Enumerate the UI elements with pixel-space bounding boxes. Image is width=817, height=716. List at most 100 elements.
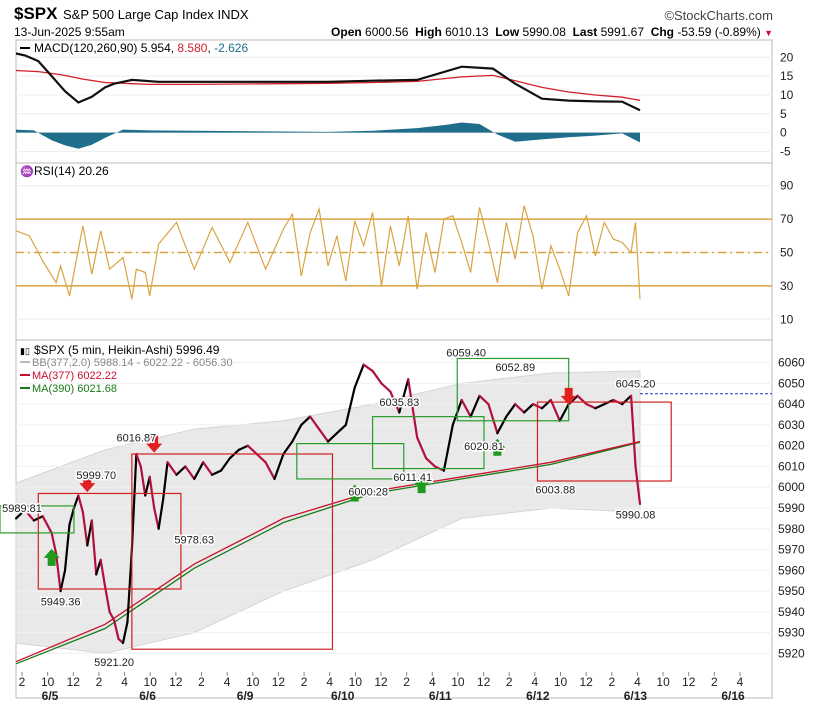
price-segment xyxy=(478,394,490,406)
rsi-legend-icon: ♒ xyxy=(20,165,34,178)
price-segment xyxy=(309,415,321,431)
rsi-y-tick: 50 xyxy=(780,246,794,260)
price-segment xyxy=(68,506,76,526)
price-segment xyxy=(157,498,165,530)
x-tick-label: 2 xyxy=(608,675,615,689)
price-segment xyxy=(144,475,151,497)
price-segment xyxy=(389,390,401,414)
price-segment xyxy=(353,363,365,389)
rsi-title: RSI(14) 20.26 xyxy=(34,164,109,178)
price-segment xyxy=(576,394,588,406)
price-segment xyxy=(585,403,597,410)
price-segment xyxy=(362,363,374,373)
macd-histogram xyxy=(16,122,640,149)
macd-signal-line xyxy=(15,69,641,101)
high-label: High xyxy=(415,25,442,39)
price-segment xyxy=(95,558,102,576)
x-tick-label: 12 xyxy=(682,675,696,689)
x-tick-label: 4 xyxy=(224,675,231,689)
low-label: Low xyxy=(495,25,520,39)
price-segment xyxy=(81,511,89,547)
price-segment xyxy=(273,452,285,481)
price-segment xyxy=(72,494,80,510)
x-tick-label: 10 xyxy=(349,675,363,689)
price-y-tick: 6040 xyxy=(778,397,805,411)
price-annotation: 6003.88 xyxy=(535,484,575,496)
price-title: $SPX (5 min, Heikin-Ashi) 5996.49 xyxy=(34,343,220,357)
price-segment xyxy=(175,465,187,476)
price-segment xyxy=(104,585,111,613)
price-segment xyxy=(246,444,258,456)
description-text: S&P 500 Large Cap Index xyxy=(63,7,214,22)
x-tick-label: 10 xyxy=(41,675,55,689)
price-annotation: 5999.70 xyxy=(76,470,116,482)
x-tick-label: 2 xyxy=(506,675,513,689)
x-tick-label: 2 xyxy=(403,675,410,689)
price-y-tick: 5930 xyxy=(778,626,805,640)
last-label: Last xyxy=(572,25,598,39)
brand-logo[interactable]: ©StockCharts.com xyxy=(664,8,773,23)
price-segment xyxy=(14,508,27,520)
x-tick-label: 12 xyxy=(579,675,593,689)
price-annotation: 6035.83 xyxy=(379,397,419,409)
price-segment xyxy=(407,378,419,439)
x-tick-label: 10 xyxy=(656,675,670,689)
price-segment xyxy=(193,461,205,481)
price-segment xyxy=(344,386,356,427)
x-tick-label: 12 xyxy=(272,675,286,689)
price-y-tick: 6020 xyxy=(778,439,805,453)
chart-header: $SPX S&P 500 Large Cap Index INDX 13-Jun… xyxy=(0,0,817,40)
price-segment xyxy=(469,394,481,418)
x-tick-label: 10 xyxy=(451,675,465,689)
pattern-box xyxy=(296,443,405,480)
change-value: -53.59 (-0.89%) xyxy=(677,25,761,39)
price-annotation: 6052.89 xyxy=(495,362,535,374)
x-tick-label: 2 xyxy=(198,675,205,689)
price-segment xyxy=(23,508,35,522)
buy-arrow-icon xyxy=(489,438,506,456)
price-segment xyxy=(112,619,120,640)
price-segment xyxy=(634,465,642,505)
x-tick-label: 10 xyxy=(246,675,260,689)
rsi-line xyxy=(15,205,641,300)
pattern-box xyxy=(0,505,75,534)
price-segment xyxy=(255,452,267,464)
price-segment xyxy=(549,398,561,422)
price-segment xyxy=(416,436,428,460)
x-tick-label: 10 xyxy=(144,675,158,689)
macd-y-tick: 10 xyxy=(780,88,794,102)
chart-datetime: 13-Jun-2025 9:55am xyxy=(14,25,125,39)
x-tick-label: 4 xyxy=(634,675,641,689)
price-segment xyxy=(211,469,223,476)
price-segment xyxy=(50,531,58,555)
price-annotation: 6020.81 xyxy=(464,441,504,453)
open-value: 6000.56 xyxy=(365,25,409,39)
price-y-tick: 6050 xyxy=(778,376,805,390)
pattern-box xyxy=(536,401,672,482)
x-tick-label: 10 xyxy=(554,675,568,689)
last-value: 5991.67 xyxy=(600,25,645,39)
macd-line xyxy=(15,52,641,112)
price-segment xyxy=(153,506,160,530)
price-y-tick: 5990 xyxy=(778,501,805,515)
legend-entry: BB(377,2.0) 5988.14 - 6022.22 - 6056.30 xyxy=(32,357,233,369)
price-y-tick: 6010 xyxy=(778,459,805,473)
price-segment xyxy=(77,494,84,514)
price-segment xyxy=(121,621,129,645)
pattern-box xyxy=(131,453,334,650)
rsi-y-tick: 70 xyxy=(780,212,794,226)
price-segment xyxy=(219,457,232,472)
pattern-box xyxy=(371,416,485,470)
price-segment xyxy=(487,403,499,435)
x-date-label: 6/5 xyxy=(42,689,59,703)
price-annotation: 5949.36 xyxy=(41,597,81,609)
buy-arrow-icon xyxy=(43,548,60,566)
price-y-tick: 5950 xyxy=(778,584,805,598)
symbol: $SPX xyxy=(14,4,58,23)
price-segment xyxy=(523,403,535,414)
price-segment xyxy=(505,403,517,418)
price-annotation: 6059.40 xyxy=(446,347,486,359)
price-segment xyxy=(63,523,71,572)
price-segment xyxy=(594,403,606,410)
